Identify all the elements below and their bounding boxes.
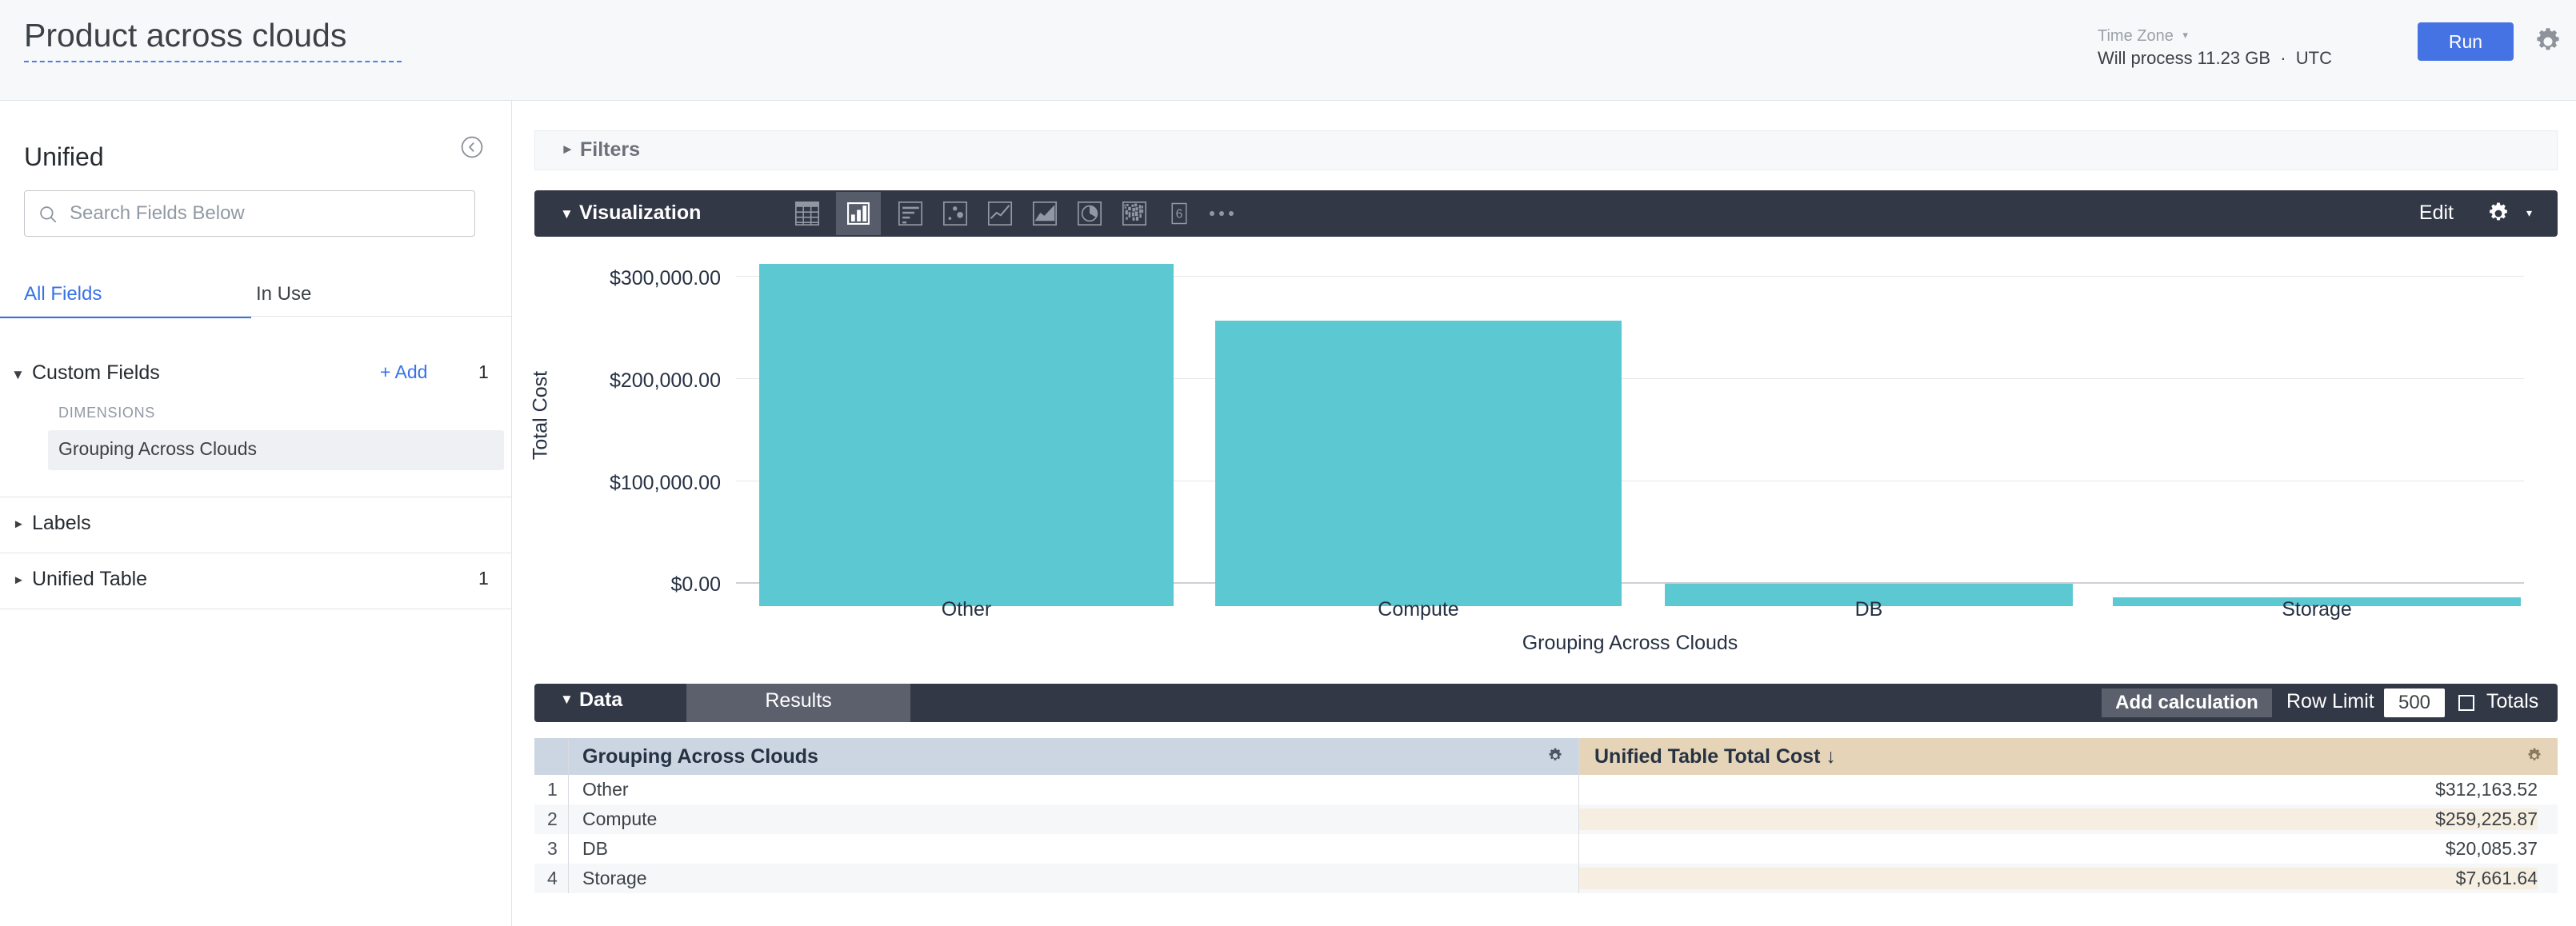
svg-text:6: 6 [1176, 208, 1183, 222]
